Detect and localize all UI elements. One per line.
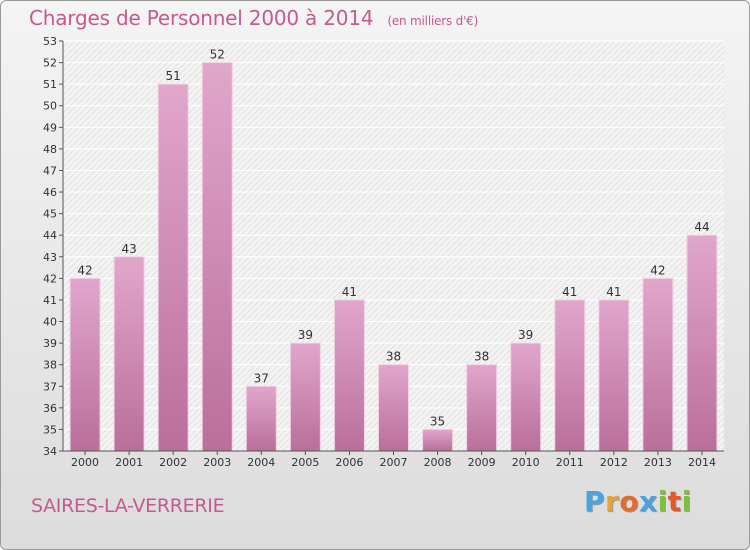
y-tick-label: 34 [43, 445, 57, 458]
logo-letter: i [681, 485, 692, 518]
bar-2006 [333, 299, 365, 452]
y-axis: 34 35 36 37 38 39 40 41 42 43 44 45 46 47 48 49 50 51 52 53 [43, 35, 63, 458]
y-tick-label: 40 [43, 316, 57, 329]
chart-subtitle: (en milliers d'€) [387, 14, 479, 28]
data-label: 35 [430, 414, 445, 428]
x-axis: 2000 2001 2002 2003 2004 2005 2006 2007 2008 2009… [71, 451, 716, 469]
bar-2000 [69, 277, 101, 452]
data-label: 44 [694, 220, 709, 234]
bar-2001 [113, 256, 145, 452]
x-tick-label: 2001 [115, 456, 143, 469]
logo-letter: t [667, 485, 682, 518]
y-tick-label: 39 [43, 337, 57, 350]
chart-title-text: Charges de Personnel 2000 à 2014 [29, 6, 374, 30]
x-tick-label: 2008 [424, 456, 452, 469]
x-tick-label: 2000 [71, 456, 99, 469]
data-label: 43 [121, 242, 136, 256]
bar-2010 [510, 342, 542, 452]
data-label: 39 [298, 328, 313, 342]
data-label: 38 [474, 350, 489, 364]
data-label: 37 [254, 371, 269, 385]
y-tick-label: 45 [43, 208, 57, 221]
bar-2011 [554, 299, 586, 452]
y-tick-label: 52 [43, 57, 57, 70]
y-tick-label: 50 [43, 100, 57, 113]
x-tick-label: 2013 [644, 456, 672, 469]
y-tick-label: 35 [43, 423, 57, 436]
x-tick-label: 2004 [247, 456, 275, 469]
bar-2007 [378, 364, 409, 452]
bar-2013 [642, 277, 674, 452]
y-tick-label: 47 [43, 164, 57, 177]
y-tick-label: 48 [43, 143, 57, 156]
commune-name: SAIRES-LA-VERRERIE [31, 495, 225, 517]
data-label: 41 [606, 285, 621, 299]
x-tick-label: 2003 [203, 456, 231, 469]
y-tick-label: 42 [43, 272, 57, 285]
y-tick-label: 36 [43, 402, 57, 415]
y-tick-label: 44 [43, 229, 57, 242]
y-tick-label: 49 [43, 121, 57, 134]
proxiti-logo[interactable]: Proxiti [584, 485, 692, 518]
x-tick-label: 2007 [380, 456, 408, 469]
data-label: 39 [518, 328, 533, 342]
bar-2014 [686, 234, 718, 452]
x-tick-label: 2005 [291, 456, 319, 469]
x-tick-label: 2002 [159, 456, 187, 469]
bar-2009 [466, 364, 498, 452]
data-label: 42 [650, 263, 665, 277]
logo-letter: o [619, 485, 640, 518]
x-tick-label: 2011 [556, 456, 584, 469]
logo-letter: x [639, 485, 658, 518]
y-tick-label: 51 [43, 78, 57, 91]
bar-2003 [201, 62, 233, 452]
bar-2008 [422, 428, 454, 452]
data-label: 52 [210, 48, 225, 62]
x-tick-label: 2006 [335, 456, 363, 469]
x-tick-label: 2010 [512, 456, 540, 469]
data-label: 42 [77, 263, 92, 277]
y-tick-label: 43 [43, 251, 57, 264]
y-tick-label: 37 [43, 380, 57, 393]
bar-2012 [598, 299, 630, 452]
x-tick-label: 2012 [600, 456, 628, 469]
x-tick-label: 2014 [688, 456, 716, 469]
y-tick-label: 41 [43, 294, 57, 307]
logo-letter: r [605, 485, 620, 518]
y-tick-label: 46 [43, 186, 57, 199]
y-tick-label: 53 [43, 35, 57, 48]
bar-2004 [245, 385, 277, 452]
data-label: 41 [342, 285, 357, 299]
logo-letter: i [657, 485, 668, 518]
data-label: 51 [166, 69, 181, 83]
bar-2005 [289, 342, 321, 452]
chart-title: Charges de Personnel 2000 à 2014 (en mill… [29, 6, 478, 30]
x-tick-label: 2009 [468, 456, 496, 469]
data-label: 41 [562, 285, 577, 299]
data-label: 38 [386, 350, 401, 364]
logo-letter: P [584, 485, 606, 518]
y-tick-label: 38 [43, 359, 57, 372]
bar-2002 [157, 83, 189, 452]
bars: 42 43 51 52 37 39 41 38 35 38 39 41 41 42 44 [69, 48, 718, 452]
